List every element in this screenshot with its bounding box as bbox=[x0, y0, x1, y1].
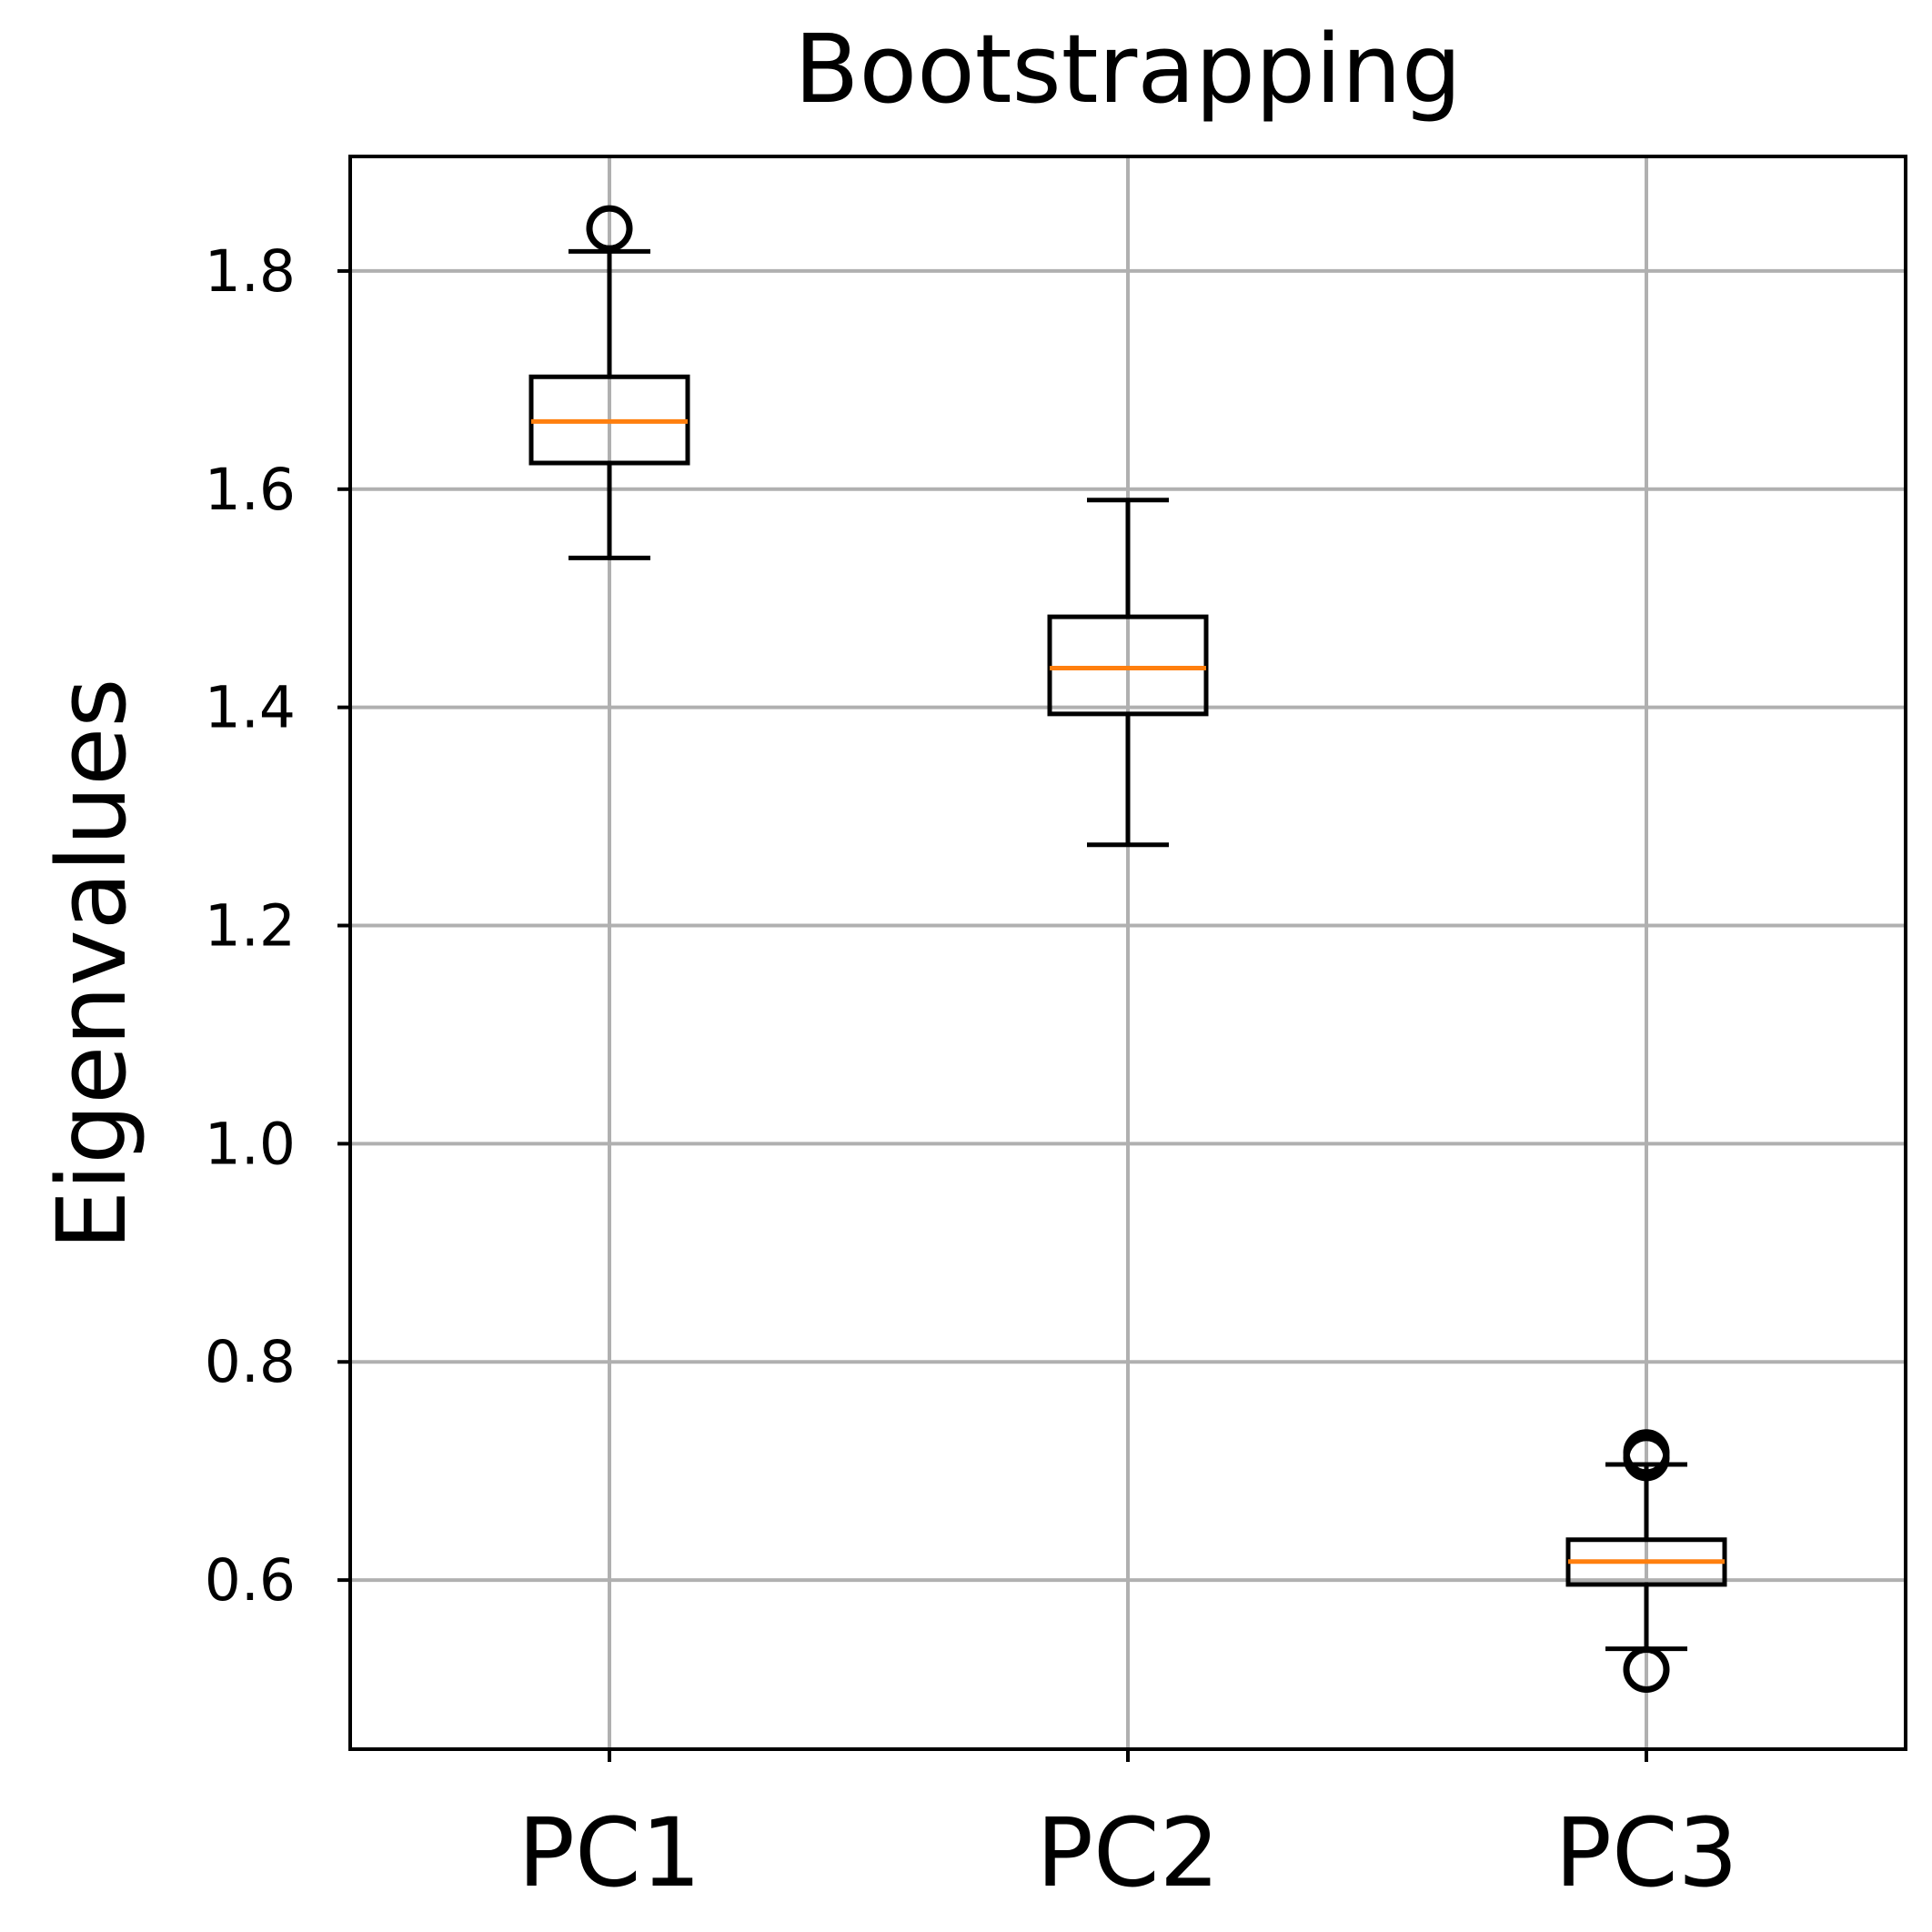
ticks-layer: 0.6 0.8 1.0 1.2 1.4 1.6 1.8 PC1 PC2 PC3 bbox=[205, 238, 1738, 1908]
y-tick-label: 1.0 bbox=[205, 1111, 296, 1177]
outlier-point bbox=[1623, 1645, 1670, 1693]
box-pc1 bbox=[528, 205, 690, 560]
iqr-box bbox=[1047, 614, 1209, 717]
box-pc3 bbox=[1565, 1429, 1727, 1693]
chart-title: Bootstrapping bbox=[794, 14, 1462, 125]
y-tick-label: 1.2 bbox=[205, 893, 296, 960]
y-axis-label: Eigenvalues bbox=[36, 679, 147, 1251]
y-tick-label: 1.4 bbox=[205, 675, 296, 741]
x-tick-label: PC3 bbox=[1555, 1797, 1738, 1908]
outlier-point bbox=[1623, 1429, 1670, 1476]
grid-layer bbox=[350, 156, 1906, 1749]
x-tick-label: PC1 bbox=[518, 1797, 701, 1908]
y-tick-label: 1.6 bbox=[205, 457, 296, 523]
x-tick-label: PC2 bbox=[1036, 1797, 1220, 1908]
y-tick-label: 0.8 bbox=[205, 1329, 296, 1395]
y-tick-label: 0.6 bbox=[205, 1547, 296, 1614]
box-pc2 bbox=[1047, 498, 1209, 848]
outlier-point bbox=[586, 205, 633, 252]
y-tick-label: 1.8 bbox=[205, 238, 296, 305]
boxes-layer bbox=[528, 205, 1727, 1693]
